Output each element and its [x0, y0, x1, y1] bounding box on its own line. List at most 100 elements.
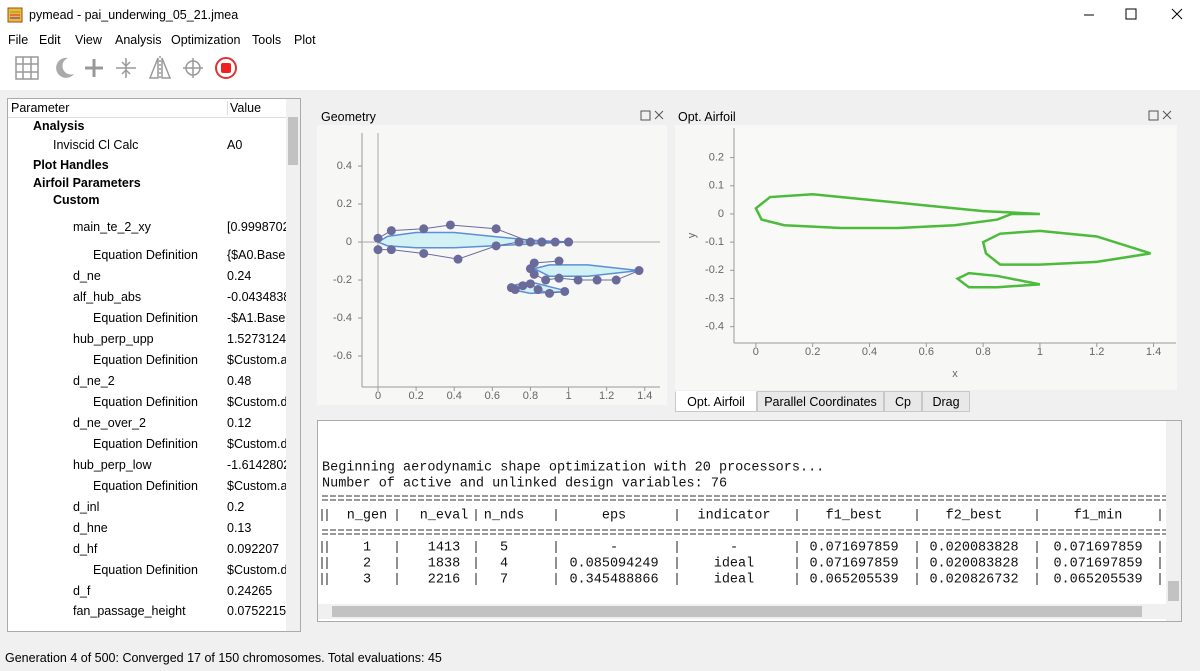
tree-label: hub_perp_upp	[73, 332, 154, 346]
opt-airfoil-plot: -0.4 -0.3 -0.2 -0.1 0 0.1 0.2 0 0.2 0.4 0.6 0.8 1 1.2…	[675, 125, 1177, 390]
tab[interactable]: Parallel Coordinates	[757, 391, 884, 412]
scrollbar[interactable]	[1166, 421, 1181, 621]
menu-item[interactable]: Optimization	[171, 33, 241, 47]
tree-label: fan_passage_height	[73, 604, 186, 618]
console-text: Beginning aerodynamic shape optimization…	[321, 461, 1166, 588]
x-tick-label: 1	[1037, 346, 1043, 358]
control-point	[386, 226, 396, 236]
control-point	[445, 220, 455, 230]
y-tick-label: 0.2	[337, 198, 352, 210]
airfoil-curve	[754, 192, 1040, 230]
panel-buttons[interactable]	[640, 110, 668, 122]
table-header: n_nds	[484, 509, 525, 524]
menu-item[interactable]: View	[75, 33, 102, 47]
tree-label: Plot Handles	[33, 158, 109, 172]
tree-label: d_ne_over_2	[73, 416, 146, 430]
menu-item[interactable]: Analysis	[115, 33, 162, 47]
control-point	[518, 281, 528, 291]
tree-label: Equation Definition	[93, 248, 198, 262]
menu-item[interactable]: Edit	[39, 33, 61, 47]
airfoil-curve	[955, 271, 1041, 289]
y-tick-label: 0	[718, 208, 724, 220]
control-point	[525, 279, 535, 289]
airfoil-curve	[981, 229, 1152, 266]
x-tick-label: 0.6	[485, 390, 500, 402]
table-cell: 5	[500, 541, 508, 556]
tree-value: $Custom.d_	[227, 395, 286, 409]
tree-value: $Custom.alf	[227, 353, 286, 367]
x-tick-label: 0	[375, 390, 381, 402]
control-point	[537, 237, 547, 247]
y-tick-label: 0.1	[709, 180, 724, 192]
table-header: indicator	[698, 509, 771, 524]
tree-label: Equation Definition	[93, 353, 198, 367]
tree-label: d_f	[73, 584, 91, 598]
app-icon	[7, 7, 23, 23]
tree-value: 0.24	[227, 269, 252, 283]
y-tick-label: -0.6	[333, 350, 352, 362]
table-cell: 0.065205539	[809, 573, 898, 588]
window-controls[interactable]	[1070, 0, 1200, 30]
table-cell: 0.071697859	[809, 557, 898, 572]
table-cell: 0.071697859	[1053, 557, 1142, 572]
table-cell: 1413	[428, 541, 460, 556]
tab[interactable]: Cp	[884, 391, 922, 412]
tree-value: 0.12	[227, 416, 252, 430]
tree-label: alf_hub_abs	[73, 290, 142, 304]
control-point	[419, 224, 429, 234]
scrollbar[interactable]	[286, 99, 300, 631]
tree-label: Custom	[53, 193, 100, 207]
panel-buttons[interactable]	[1148, 110, 1176, 122]
tree-value: 0.48	[227, 374, 252, 388]
control-point	[592, 275, 602, 285]
x-tick-label: 0.2	[408, 390, 423, 402]
table-cell: 0.085094249	[569, 557, 658, 572]
control-point	[611, 275, 621, 285]
table-header: n_gen	[347, 509, 388, 524]
scrollbar[interactable]	[318, 604, 1166, 619]
x-tick-label: 0.4	[862, 346, 877, 358]
control-point	[554, 256, 564, 266]
table-cell: 0.020826732	[929, 573, 1018, 588]
tree-value: 0.092207	[227, 542, 280, 556]
console-line: Beginning aerodynamic shape optimization…	[322, 461, 824, 476]
menu-bar: File Edit View Analysis Optimization Tools Plo…	[0, 30, 1200, 50]
table-cell: 0.020083828	[929, 557, 1018, 572]
table-header: eps	[602, 509, 626, 524]
toolbar	[0, 50, 1200, 90]
table-cell: 0.071697859	[1053, 541, 1142, 556]
table-cell: ideal	[714, 573, 755, 588]
tree-value: {$A0.Base.	[227, 248, 286, 262]
tree-value: A0	[227, 138, 243, 152]
toolbar-icons[interactable]	[0, 50, 260, 90]
tab[interactable]: Drag	[922, 391, 970, 412]
menu-item[interactable]: Tools	[252, 33, 282, 47]
tab[interactable]: Opt. Airfoil	[675, 391, 757, 412]
column-header: Parameter	[11, 101, 70, 115]
tree-label: Equation Definition	[93, 479, 198, 493]
control-point	[491, 224, 501, 234]
table-header: n_eval	[420, 509, 469, 524]
tree-label: Inviscid Cl Calc	[53, 138, 139, 152]
tree-label: Equation Definition	[93, 437, 198, 451]
menu-item[interactable]: File	[8, 33, 29, 47]
table-cell: 4	[500, 557, 508, 572]
tree-label: d_hf	[73, 542, 98, 556]
tree-label: Airfoil Parameters	[33, 176, 141, 190]
control-point	[373, 233, 383, 243]
x-tick-label: 0	[753, 346, 759, 358]
tree-label: d_ne	[73, 269, 101, 283]
table-cell: 7	[500, 573, 508, 588]
control-point	[453, 254, 463, 264]
tree-value: $Custom.alf	[227, 479, 286, 493]
x-tick-label: 0.2	[805, 346, 820, 358]
menu-item[interactable]: Plot	[294, 33, 316, 47]
x-tick-label: 1.2	[1089, 346, 1104, 358]
table-header: f1_min	[1074, 509, 1123, 524]
tree-value: 0.2	[227, 500, 245, 514]
table-cell: 0.065205539	[1053, 573, 1142, 588]
control-point	[514, 237, 524, 247]
y-tick-label: -0.4	[333, 312, 352, 324]
table-cell: 0.071697859	[809, 541, 898, 556]
